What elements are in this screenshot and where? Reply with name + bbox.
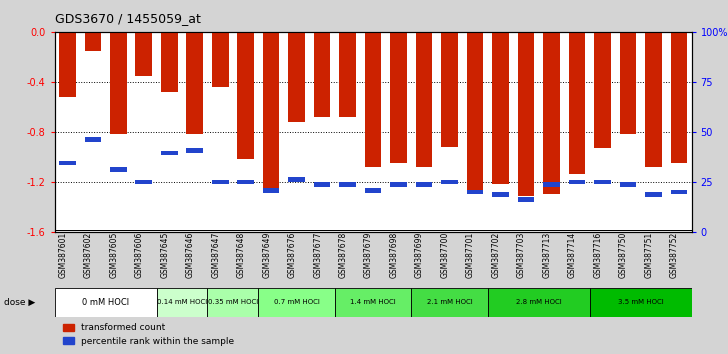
Bar (237, 32, 254, 159)
Bar (288, 177, 305, 182)
Bar (390, 32, 407, 163)
Bar (594, 32, 611, 148)
Bar (411, 288, 488, 317)
Text: 0.7 mM HOCl: 0.7 mM HOCl (274, 299, 320, 305)
Text: GSM387699: GSM387699 (415, 231, 424, 278)
Text: 0 mM HOCl: 0 mM HOCl (82, 298, 129, 307)
Bar (365, 188, 381, 193)
Bar (186, 32, 203, 135)
Text: GSM387752: GSM387752 (670, 231, 679, 278)
Bar (569, 180, 585, 184)
Bar (518, 197, 534, 201)
Text: GSM387700: GSM387700 (440, 231, 450, 278)
Text: GSM387713: GSM387713 (542, 231, 552, 278)
Bar (207, 288, 258, 317)
Bar (492, 32, 509, 184)
Bar (594, 180, 611, 184)
Bar (110, 167, 127, 172)
Bar (263, 188, 280, 193)
Bar (84, 32, 101, 51)
Bar (135, 180, 152, 184)
Bar (590, 288, 692, 317)
Bar (441, 180, 458, 184)
Bar (314, 182, 331, 187)
Bar (237, 180, 254, 184)
Bar (645, 192, 662, 196)
Text: GSM387701: GSM387701 (466, 231, 475, 278)
Bar (157, 288, 207, 317)
Bar (467, 190, 483, 194)
Text: 3.5 mM HOCl: 3.5 mM HOCl (618, 299, 663, 305)
Bar (365, 32, 381, 167)
Bar (416, 182, 432, 187)
Text: GSM387605: GSM387605 (109, 231, 119, 278)
Bar (263, 32, 280, 189)
Bar (110, 32, 127, 135)
Text: GSM387648: GSM387648 (237, 231, 246, 278)
Bar (161, 151, 178, 155)
Text: 1.4 mM HOCl: 1.4 mM HOCl (350, 299, 396, 305)
Text: GSM387645: GSM387645 (160, 231, 169, 278)
Bar (620, 32, 636, 135)
Bar (212, 180, 229, 184)
Text: GSM387601: GSM387601 (58, 231, 68, 278)
Text: GSM387646: GSM387646 (186, 231, 195, 278)
Bar (59, 161, 76, 165)
Bar (543, 32, 560, 194)
Text: GSM387602: GSM387602 (84, 231, 93, 278)
Text: 0.35 mM HOCl: 0.35 mM HOCl (207, 299, 258, 305)
Bar (492, 192, 509, 196)
Text: 0.14 mM HOCl: 0.14 mM HOCl (157, 299, 207, 305)
Text: GSM387716: GSM387716 (593, 231, 603, 278)
Bar (488, 288, 590, 317)
Text: GSM387676: GSM387676 (288, 231, 297, 278)
Bar (620, 182, 636, 187)
Bar (543, 182, 560, 187)
Text: GSM387714: GSM387714 (568, 231, 577, 278)
Text: 2.1 mM HOCl: 2.1 mM HOCl (427, 299, 472, 305)
Bar (416, 32, 432, 167)
Bar (441, 32, 458, 147)
Bar (390, 182, 407, 187)
Bar (55, 288, 157, 317)
Bar (569, 32, 585, 175)
Bar (84, 137, 101, 142)
Bar (212, 32, 229, 87)
Bar (467, 32, 483, 190)
Bar (339, 182, 356, 187)
Bar (518, 32, 534, 196)
Text: GSM387702: GSM387702 (491, 231, 501, 278)
Bar (314, 32, 331, 117)
Bar (161, 32, 178, 92)
Bar (186, 148, 203, 153)
Bar (670, 32, 687, 163)
Text: GSM387698: GSM387698 (389, 231, 399, 278)
Text: GSM387606: GSM387606 (135, 231, 144, 278)
Legend: transformed count, percentile rank within the sample: transformed count, percentile rank withi… (59, 320, 237, 349)
Bar (645, 32, 662, 167)
Text: GSM387649: GSM387649 (262, 231, 272, 278)
Bar (135, 32, 152, 76)
Text: GSM387750: GSM387750 (619, 231, 628, 278)
Bar (670, 190, 687, 194)
Text: dose ▶: dose ▶ (4, 298, 35, 307)
Text: GSM387703: GSM387703 (517, 231, 526, 278)
Text: GSM387678: GSM387678 (339, 231, 348, 278)
Bar (288, 32, 305, 122)
Text: GSM387679: GSM387679 (364, 231, 373, 278)
Bar (258, 288, 335, 317)
Bar (59, 32, 76, 97)
Bar (335, 288, 411, 317)
Text: GSM387647: GSM387647 (211, 231, 221, 278)
Text: GDS3670 / 1455059_at: GDS3670 / 1455059_at (55, 12, 200, 25)
Bar (339, 32, 356, 117)
Text: 2.8 mM HOCl: 2.8 mM HOCl (516, 299, 561, 305)
Text: GSM387677: GSM387677 (313, 231, 322, 278)
Text: GSM387751: GSM387751 (644, 231, 654, 278)
